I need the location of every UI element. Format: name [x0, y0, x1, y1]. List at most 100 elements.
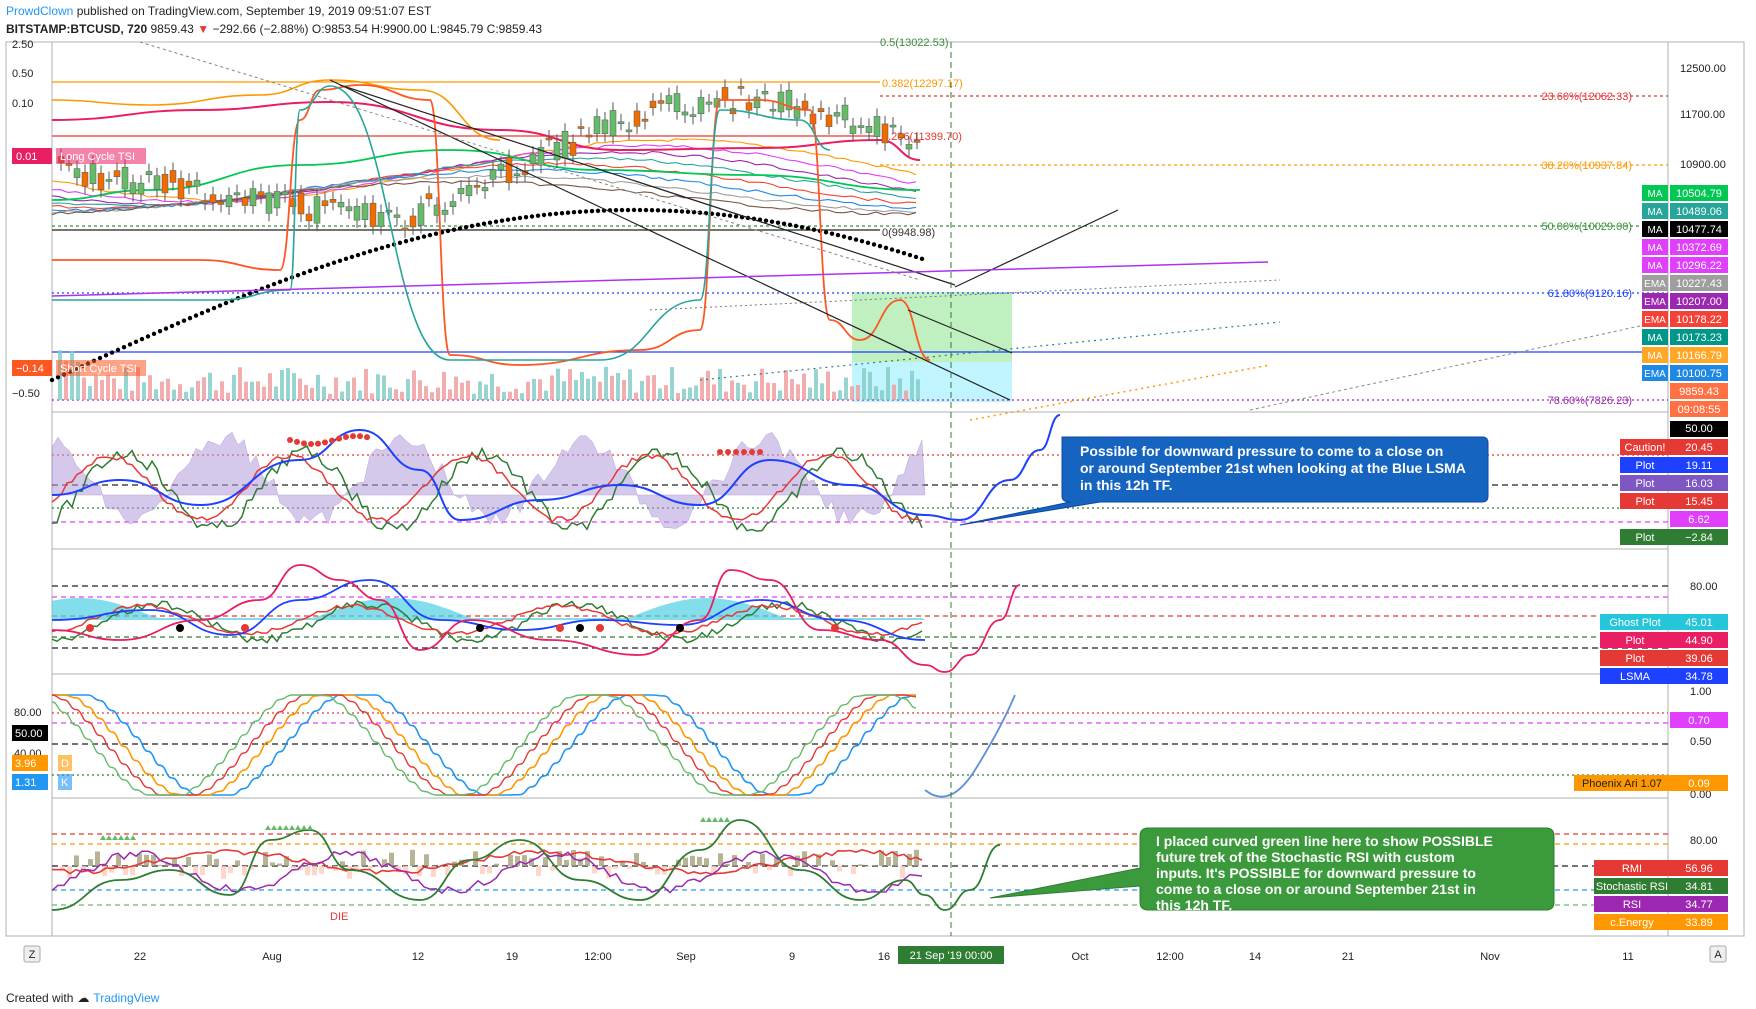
candle-body	[321, 200, 329, 207]
dotted-ma-point	[331, 260, 337, 265]
pane5-tag-box	[1594, 860, 1670, 876]
pane5-histogram-bar	[193, 866, 198, 875]
candle-body	[225, 195, 233, 208]
volume-bar	[712, 384, 716, 400]
volume-bar	[184, 391, 188, 400]
volume-bar	[652, 375, 656, 400]
pane5-histogram-bar	[578, 858, 583, 866]
price-tick: 12500.00	[1680, 63, 1726, 75]
dotted-ma-point	[637, 207, 643, 213]
pane4-tick: 0.50	[1690, 736, 1711, 748]
volume-bar	[136, 367, 140, 400]
pane3-cross-dot	[176, 624, 184, 632]
volume-bar	[562, 381, 566, 400]
volume-bar	[484, 384, 488, 400]
short-cycle-tsi-line	[52, 84, 931, 366]
dotted-ma-point	[721, 212, 727, 218]
pane5-value: 33.89	[1685, 917, 1713, 929]
annotation-text-blue: or around September 21st when looking at…	[1080, 460, 1466, 476]
ma-value-box	[1670, 293, 1728, 309]
candle-body	[305, 213, 313, 222]
dotted-ma-point	[283, 277, 289, 282]
volume-bar	[292, 373, 296, 400]
pane5-value-box	[1670, 860, 1728, 876]
dotted-ma-point	[151, 331, 157, 336]
pane2-red-dot	[336, 435, 342, 442]
candle-body	[913, 140, 921, 143]
pane5-histogram-bar	[88, 859, 93, 866]
pane4-left-tick: 80.00	[14, 707, 42, 719]
pane5-value-box	[1670, 878, 1728, 894]
pane2-tag: Plot	[1636, 496, 1655, 508]
fib-label: 23.60%(12062.33)	[1541, 91, 1632, 103]
volume-bar	[724, 391, 728, 400]
candle-body	[313, 196, 321, 224]
pane5-histogram-bar	[795, 855, 800, 866]
candle-body	[129, 182, 137, 195]
candle-body	[505, 157, 513, 183]
dotted-ma-point	[685, 209, 691, 215]
tsi-name-box	[56, 360, 146, 376]
pane4-projected-curve	[924, 694, 1016, 798]
candle-body	[657, 100, 665, 104]
dotted-ma-point	[379, 245, 385, 251]
pane5-histogram-bar	[480, 866, 485, 874]
candle-body	[481, 187, 489, 192]
pane2-red-dot	[749, 449, 755, 455]
volume-bar	[364, 368, 368, 400]
pane5-histogram-bar	[172, 858, 177, 866]
dotted-ma-point	[583, 209, 589, 214]
pane5-histogram-bar	[221, 866, 226, 879]
pane5-histogram-bar	[515, 856, 520, 866]
dotted-ma-point	[499, 218, 505, 223]
author-link[interactable]: ProwdClown	[6, 4, 74, 18]
annotation-text-blue: Possible for downward pressure to come t…	[1080, 443, 1443, 459]
pane5-rsi-line	[51, 850, 923, 895]
footer: Created with ☁ TradingView	[6, 991, 159, 1005]
ma-tag-box	[1642, 347, 1668, 363]
symbol-name: BITSTAMP:BTCUSD, 720	[6, 22, 148, 36]
volume-bar	[532, 378, 536, 400]
volume-bar	[520, 393, 524, 400]
volume-bar	[316, 374, 320, 400]
dotted-ma-point	[871, 242, 877, 247]
volume-bar	[190, 387, 194, 400]
pane5-histogram-bar	[508, 854, 513, 866]
pane5-histogram-bar	[634, 853, 639, 866]
pane5-up-triangle	[295, 825, 301, 830]
pane3-cross-dot	[596, 624, 604, 632]
volume-bar	[376, 374, 380, 400]
volume-bar	[892, 384, 896, 400]
dotted-ma-point	[559, 210, 565, 216]
candle-body	[905, 144, 913, 150]
candle-body	[681, 111, 689, 116]
ma-value: 10100.75	[1676, 368, 1722, 380]
volume-bar	[226, 392, 230, 400]
tradingview-brand[interactable]: TradingView	[93, 991, 160, 1005]
dotted-ma-point	[763, 218, 769, 223]
pane2-red-dot	[315, 440, 321, 447]
pane2-red-line	[51, 453, 923, 524]
dotted-ma-point	[715, 212, 721, 217]
dotted-ma-point	[415, 235, 421, 241]
candle-body	[145, 171, 153, 175]
volume-bar	[346, 381, 350, 400]
pane5-histogram-bar	[543, 857, 548, 866]
annotation-text-green: come to a close on or around September 2…	[1156, 881, 1476, 897]
dotted-ma-point	[529, 214, 535, 219]
grey-dashed-trendline	[139, 41, 921, 281]
volume-bar	[202, 377, 206, 400]
pane4-value-box	[1670, 712, 1728, 728]
last-price: 9859.43	[150, 22, 194, 36]
dotted-ma-point	[511, 216, 517, 222]
candle-body	[441, 209, 449, 215]
pane5-histogram-bar	[389, 852, 394, 866]
dotted-ma-point	[613, 208, 619, 213]
volume-bar	[454, 376, 458, 400]
dotted-ma-point	[277, 279, 283, 285]
volume-bar	[694, 385, 698, 400]
dotted-ma-point	[463, 224, 469, 230]
pane2-blue-lsma-line	[51, 414, 1061, 522]
pane4-left-value: 1.31	[15, 777, 36, 789]
